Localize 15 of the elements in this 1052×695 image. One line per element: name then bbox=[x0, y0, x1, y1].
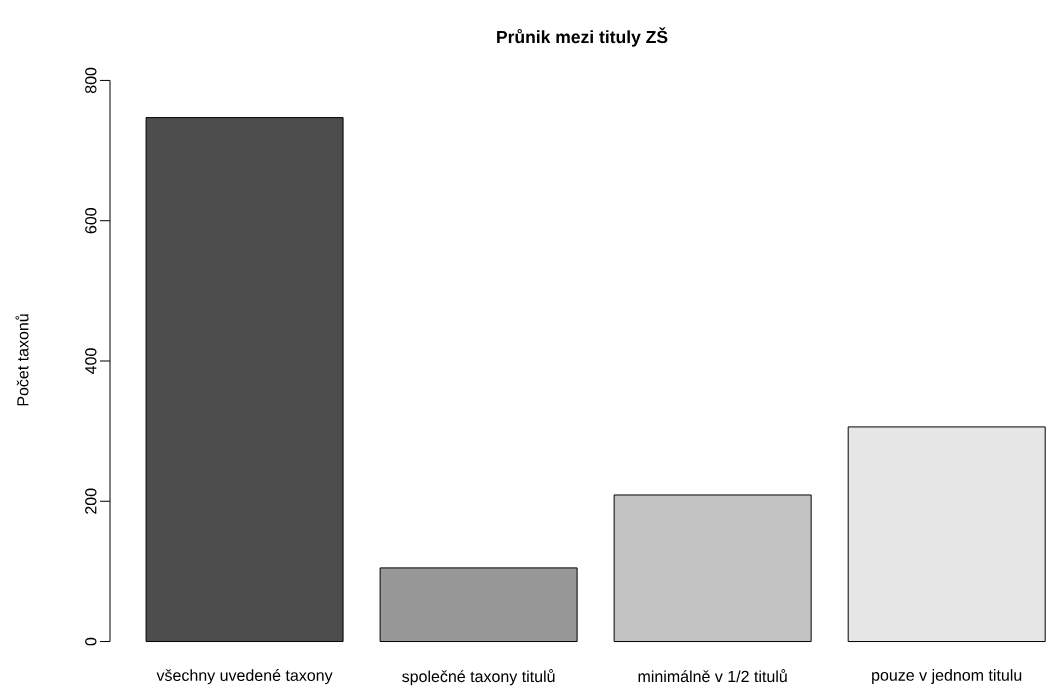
y-tick-label: 600 bbox=[85, 208, 97, 234]
y-tick-label: 800 bbox=[85, 67, 97, 94]
bar bbox=[145, 117, 344, 643]
x-tick-label: minimálně v 1/2 titulů bbox=[638, 669, 787, 683]
bar bbox=[379, 567, 578, 643]
y-tick-label: 400 bbox=[85, 348, 97, 374]
y-tick-label: 200 bbox=[85, 488, 97, 514]
y-tick-label: 0 bbox=[85, 637, 97, 646]
y-axis-title: Počet taxonů bbox=[15, 314, 29, 406]
bar bbox=[847, 426, 1046, 643]
x-tick-label: pouze v jednom titulu bbox=[872, 669, 1022, 684]
bar bbox=[613, 494, 812, 643]
x-tick-label: společné taxony titulů bbox=[402, 669, 555, 686]
x-tick-label: všechny uvedené taxony bbox=[156, 669, 333, 685]
chart-title: Průnik mezi tituly ZŠ bbox=[497, 27, 668, 47]
